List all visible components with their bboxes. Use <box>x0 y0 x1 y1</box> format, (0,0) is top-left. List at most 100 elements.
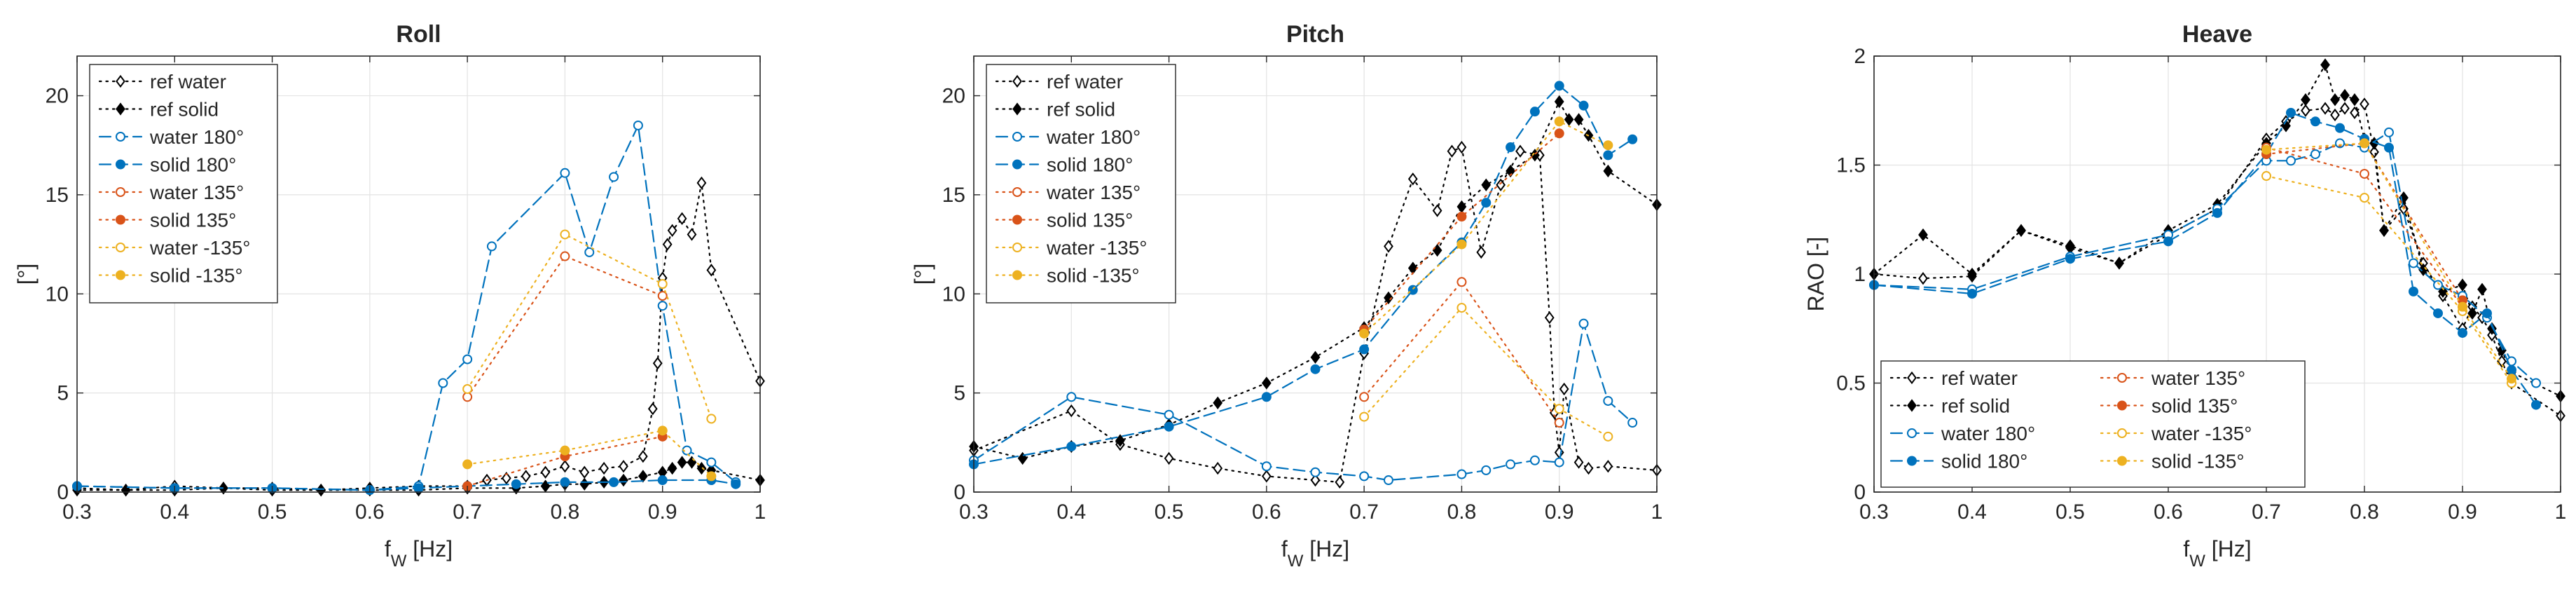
data-point-solid_m135 <box>1603 140 1613 151</box>
data-point-water_180 <box>1506 459 1516 470</box>
data-point-ref_solid <box>696 461 707 475</box>
x-tick-label: 1 <box>1651 500 1663 524</box>
data-point-ref_water <box>1918 272 1928 285</box>
legend-marker-water_m135 <box>2117 428 2127 438</box>
data-point-ref_solid <box>2320 58 2330 71</box>
series-line-ref_water <box>1873 102 2562 417</box>
x-tick-label: 0.7 <box>2252 500 2281 524</box>
legend-label-water_180: water 180° <box>1046 126 1141 148</box>
data-point-ref_water <box>1496 178 1506 191</box>
legend-label-solid_m135: solid -135° <box>2151 451 2245 472</box>
data-point-ref_water <box>1456 140 1467 154</box>
data-point-ref_water <box>638 449 648 463</box>
series-line-solid_135 <box>1363 132 1560 331</box>
series-line-solid_180 <box>1873 111 2537 406</box>
data-point-ref_solid <box>667 461 677 475</box>
legend-label-solid_m135: solid -135° <box>1047 265 1140 287</box>
data-point-water_m135 <box>1554 404 1564 414</box>
legend-marker-water_135 <box>116 187 125 197</box>
data-point-ref_water <box>1573 456 1584 469</box>
data-point-solid_180 <box>1506 142 1516 153</box>
data-point-ref_solid <box>2350 93 2360 107</box>
data-point-water_180 <box>2310 149 2320 159</box>
data-point-water_180 <box>1310 467 1321 477</box>
data-point-water_135 <box>462 392 473 402</box>
data-point-water_180 <box>1261 461 1272 472</box>
data-point-water_180 <box>1164 409 1174 420</box>
data-point-ref_solid <box>1967 267 1977 281</box>
data-point-ref_water <box>1407 172 1418 186</box>
legend-label-ref_water: ref water <box>150 71 226 93</box>
data-point-ref_solid <box>2340 88 2350 102</box>
x-tick-label: 1 <box>2555 500 2567 524</box>
data-point-solid_180 <box>1359 344 1370 355</box>
data-point-water_m135 <box>2360 193 2369 203</box>
data-point-ref_solid <box>1384 291 1393 305</box>
legend-marker-water_135 <box>1012 187 1022 197</box>
data-point-water_180 <box>2409 258 2418 268</box>
y-tick-label: 5 <box>953 382 965 405</box>
data-point-ref_water <box>652 357 663 370</box>
legend: ref water ref solid water 180° solid 180° wa… <box>89 64 278 304</box>
legend-label-solid_m135: solid -135° <box>150 265 243 287</box>
y-axis-label: [°] <box>13 264 39 285</box>
y-axis-label: [°] <box>910 264 935 285</box>
data-point-ref_water <box>1432 204 1442 217</box>
data-point-water_180 <box>1066 392 1077 402</box>
data-point-solid_180 <box>2458 327 2467 338</box>
legend: ref water ref solid water 180° solid 180° wa… <box>986 64 1176 304</box>
data-point-solid_180 <box>2507 364 2516 375</box>
data-point-solid_180 <box>511 479 521 489</box>
legend-label-water_135: water 135° <box>149 182 244 203</box>
data-point-ref_solid <box>2301 93 2310 107</box>
data-point-water_135 <box>1359 392 1370 402</box>
data-point-ref_water <box>706 264 717 277</box>
data-point-solid_m135 <box>1554 116 1564 127</box>
data-point-water_180 <box>560 168 570 178</box>
data-point-ref_water <box>501 472 511 485</box>
legend-marker-ref_solid <box>116 102 125 116</box>
data-point-ref_water <box>540 465 551 479</box>
y-axis-label: RAO [-] <box>1803 237 1828 312</box>
x-tick-label: 0.3 <box>959 500 989 524</box>
data-point-water_180 <box>462 354 473 364</box>
data-point-solid_m135 <box>1456 239 1467 250</box>
legend-marker-ref_solid <box>1907 399 1917 412</box>
data-point-ref_water <box>560 460 570 473</box>
data-point-solid_180 <box>2286 107 2296 118</box>
series-line-solid_m135 <box>2265 142 2513 380</box>
legend-box <box>1880 360 2306 488</box>
axes-frame <box>973 55 1658 493</box>
data-point-solid_180 <box>1310 364 1321 374</box>
data-point-ref_water <box>1335 475 1345 489</box>
x-tick-label: 0.9 <box>648 500 677 524</box>
y-tick-label: 10 <box>46 282 69 306</box>
legend-label-solid_180: solid 180° <box>1047 154 1133 176</box>
data-point-ref_water <box>1213 461 1223 475</box>
data-point-solid_180 <box>1578 100 1589 111</box>
data-point-ref_water <box>2320 102 2330 115</box>
x-tick-label: 0.5 <box>2055 500 2085 524</box>
legend-marker-solid_135 <box>2117 400 2127 411</box>
y-tick-label: 2 <box>1854 45 1866 68</box>
data-point-water_m135 <box>2261 171 2271 182</box>
x-tick-label: 0.9 <box>1545 500 1574 524</box>
data-point-ref_solid <box>2467 306 2477 320</box>
data-point-ref_solid <box>2065 239 2075 252</box>
data-point-ref_solid <box>1213 396 1223 409</box>
x-tick-label: 0.4 <box>1957 500 1987 524</box>
data-point-solid_m135 <box>462 459 473 470</box>
x-tick-label: 0.4 <box>1056 500 1086 524</box>
legend-label-ref_solid: ref solid <box>1941 395 2010 417</box>
x-tick-label: 0.4 <box>160 500 189 524</box>
legend-marker-solid_135 <box>1012 214 1022 225</box>
data-point-ref_water <box>1310 473 1321 487</box>
data-point-ref_water <box>1603 460 1613 473</box>
data-point-water_180 <box>2531 378 2541 388</box>
data-point-water_135 <box>560 251 570 261</box>
data-point-water_180 <box>584 247 595 257</box>
data-point-ref_water <box>1164 451 1174 465</box>
data-point-water_180 <box>1627 418 1638 428</box>
legend-label-ref_solid: ref solid <box>150 99 219 121</box>
data-point-water_180 <box>2286 156 2296 166</box>
